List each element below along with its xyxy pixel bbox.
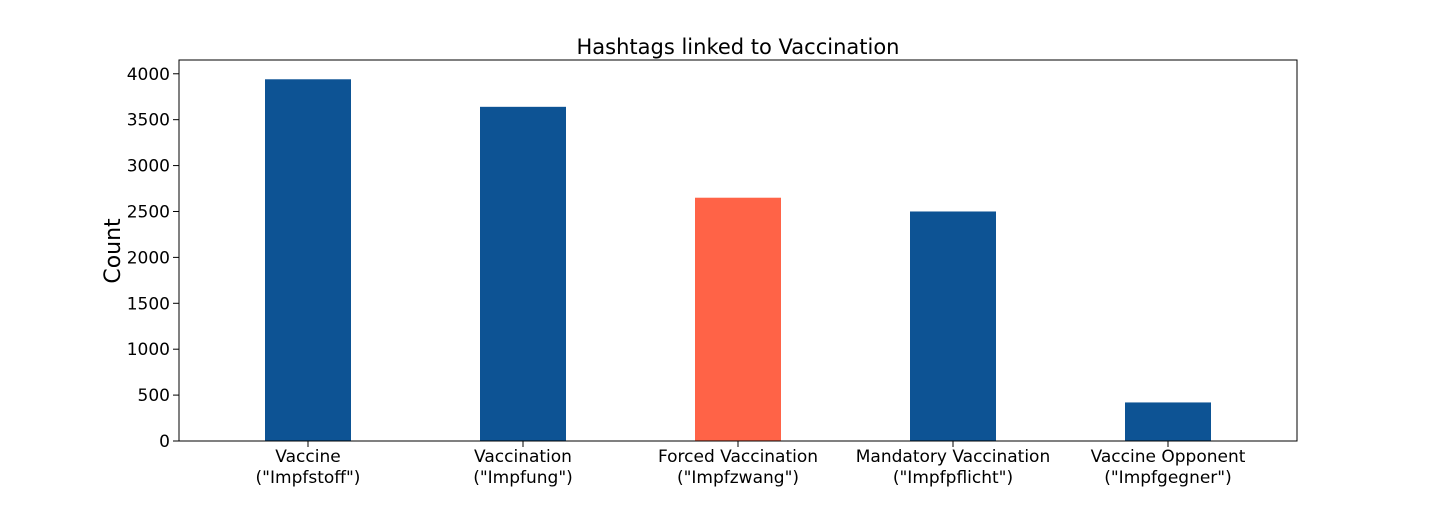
x-tick-label-0: Vaccine ("Impfstoff") bbox=[256, 447, 361, 488]
bar-4 bbox=[1125, 402, 1211, 441]
bar-3 bbox=[910, 211, 996, 441]
x-ticks-group: Vaccine ("Impfstoff") Vaccination ("Impfung… bbox=[256, 441, 1246, 488]
x-tick-label-4: Vaccine Opponent ("Impfgegner") bbox=[1091, 447, 1246, 488]
y-tick-label-8: 4000 bbox=[127, 65, 170, 85]
x-tick-label-3: Mandatory Vaccination ("Impfpflicht") bbox=[856, 447, 1051, 488]
bars-group bbox=[265, 79, 1211, 442]
plot-area-frame bbox=[178, 59, 1298, 442]
chart-title: Hashtags linked to Vaccination bbox=[577, 35, 900, 59]
x-tick-label-2: Forced Vaccination ("Impfzwang") bbox=[658, 447, 818, 488]
y-tick-label-2: 1000 bbox=[127, 340, 170, 360]
y-tick-label-6: 3000 bbox=[127, 157, 170, 177]
bar-1 bbox=[480, 106, 566, 441]
y-ticks-group: 0 500 1000 1500 2000 2500 3000 3500 4000 bbox=[127, 65, 179, 452]
y-axis-label: Count bbox=[101, 218, 126, 284]
y-tick-label-5: 2500 bbox=[127, 202, 170, 222]
bar-0 bbox=[265, 79, 351, 442]
y-tick-label-4: 2000 bbox=[127, 248, 170, 268]
y-tick-label-7: 3500 bbox=[127, 111, 170, 131]
y-tick-label-1: 500 bbox=[138, 386, 170, 406]
bar-2 bbox=[695, 197, 781, 441]
y-tick-label-0: 0 bbox=[159, 432, 170, 452]
y-tick-label-3: 1500 bbox=[127, 294, 170, 314]
x-tick-label-1: Vaccination ("Impfung") bbox=[473, 447, 573, 488]
